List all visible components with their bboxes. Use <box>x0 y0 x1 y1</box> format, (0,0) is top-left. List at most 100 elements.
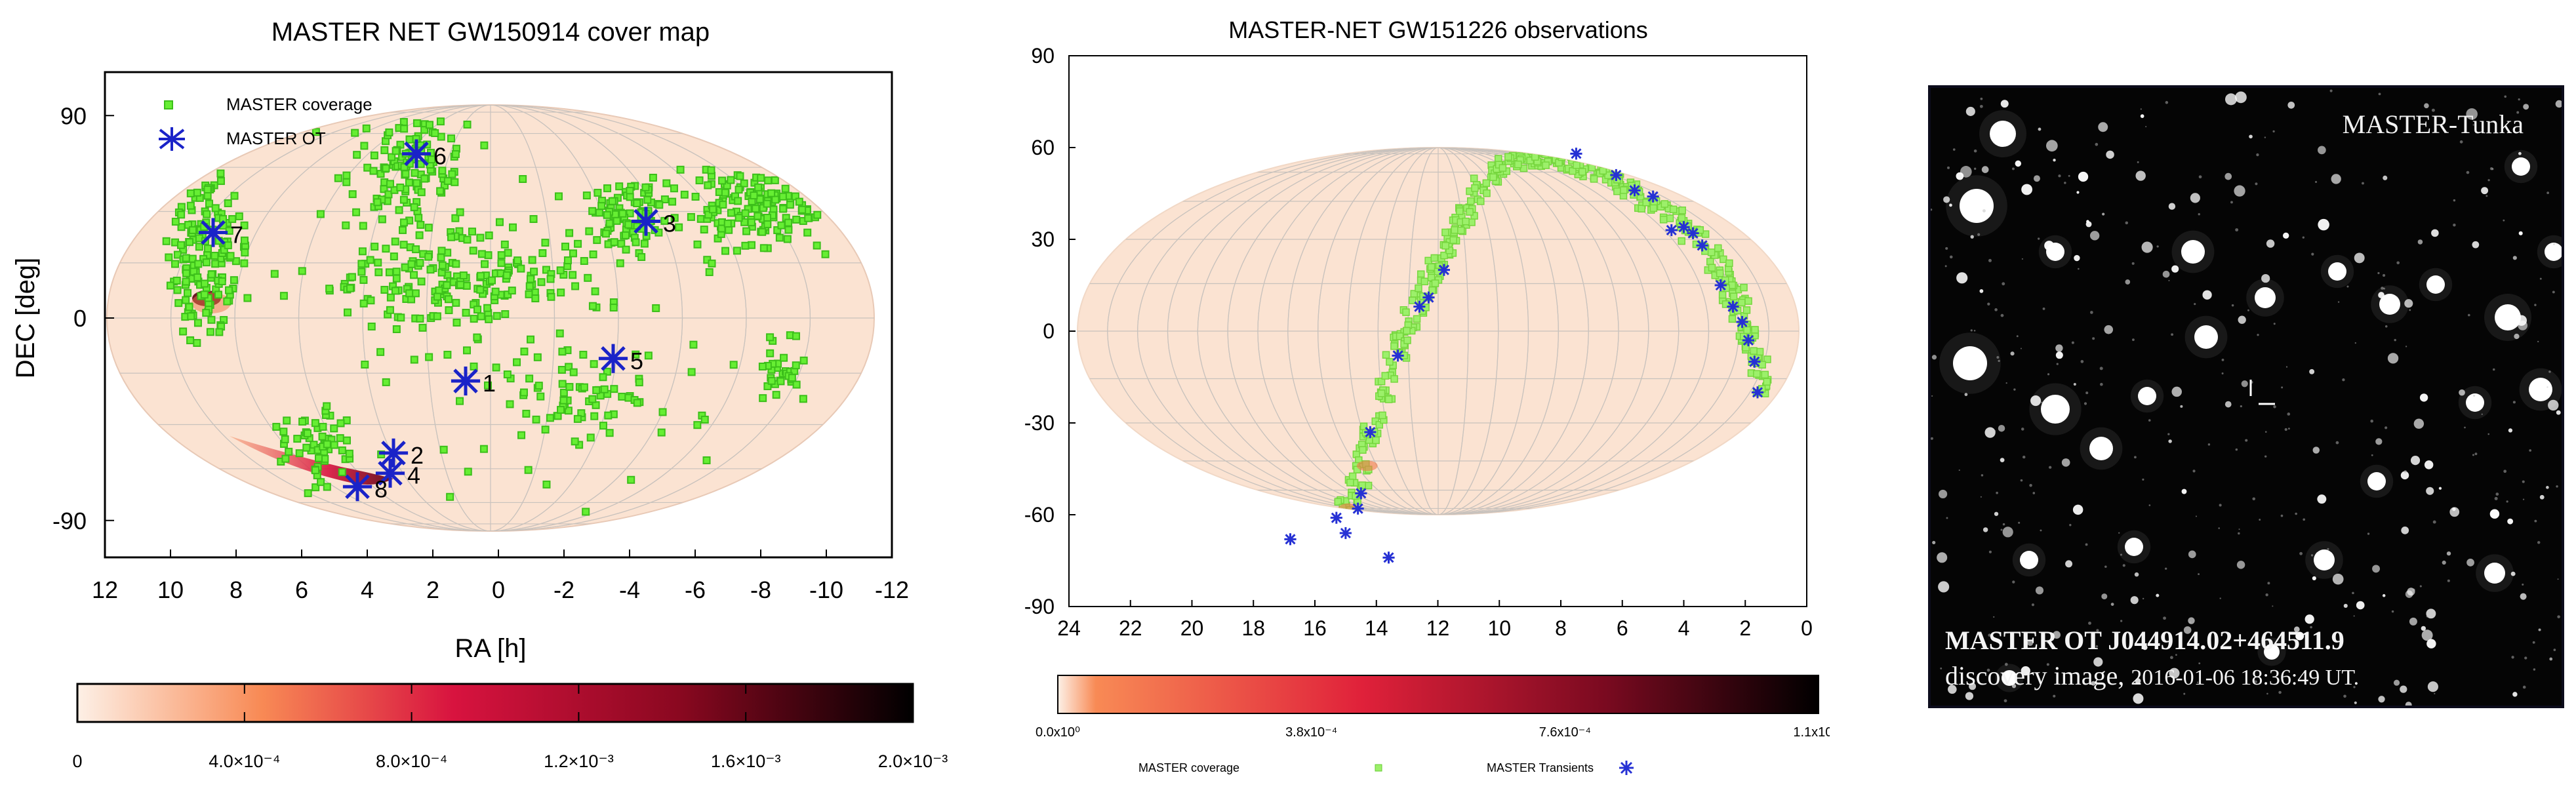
coverage-marker <box>211 260 220 268</box>
coverage-marker <box>542 480 551 489</box>
faint-star <box>2189 621 2192 624</box>
transient-marker <box>1330 511 1342 524</box>
coverage-marker <box>476 271 485 280</box>
coverage-marker <box>371 243 379 251</box>
coverage-marker <box>1620 186 1628 194</box>
faint-star <box>2221 372 2224 374</box>
faint-star <box>2088 622 2091 625</box>
coverage-marker <box>1325 517 1331 524</box>
faint-star <box>2511 656 2514 659</box>
coverage-marker <box>473 333 481 342</box>
coverage-marker <box>517 431 526 439</box>
coverage-marker <box>1242 526 1249 532</box>
star <box>2224 401 2232 408</box>
star-field <box>1931 89 2562 706</box>
coverage-marker <box>680 190 689 199</box>
coverage-marker <box>359 299 368 308</box>
coverage-marker <box>303 429 312 437</box>
star <box>2283 232 2289 239</box>
chart1-xtick-label: 8 <box>230 576 243 603</box>
telescope-label: MASTER-Tunka <box>2342 110 2524 139</box>
coverage-marker <box>1462 217 1470 226</box>
coverage-marker <box>596 391 605 400</box>
coverage-marker <box>451 178 459 186</box>
coverage-marker <box>1386 358 1394 366</box>
star <box>2495 304 2521 330</box>
coverage-marker <box>469 247 477 255</box>
coverage-marker <box>187 312 195 321</box>
coverage-marker <box>380 285 389 294</box>
coverage-marker <box>565 383 574 391</box>
faint-star <box>2003 699 2007 703</box>
coverage-marker <box>420 126 429 134</box>
coverage-marker <box>220 246 228 254</box>
faint-star <box>2557 615 2560 618</box>
star <box>2264 644 2280 660</box>
coverage-marker <box>1323 526 1330 532</box>
faint-star <box>2557 578 2559 580</box>
coverage-marker <box>270 269 279 278</box>
coverage-marker <box>1188 507 1196 515</box>
coverage-marker <box>763 220 772 228</box>
faint-star <box>2552 290 2555 294</box>
coverage-marker <box>193 339 201 348</box>
faint-star <box>2021 258 2023 260</box>
coverage-marker <box>593 236 601 245</box>
faint-star <box>2337 301 2340 303</box>
ot-marker-label: 2 <box>411 442 424 469</box>
coverage-marker <box>558 380 567 388</box>
star <box>2261 273 2270 283</box>
chart1-legend: MASTER coverage MASTER OT <box>159 94 372 151</box>
discovery-image-panel: MASTER-Tunka MASTER OT J044914.02+464511… <box>1928 85 2564 708</box>
star <box>2041 395 2070 424</box>
faint-star <box>2156 245 2159 248</box>
coverage-marker <box>594 188 602 197</box>
coverage-marker <box>1541 150 1549 159</box>
faint-star <box>2553 243 2555 245</box>
chart2-colorbar-label: 7.6x10⁻⁴ <box>1539 725 1591 740</box>
star <box>1939 489 1948 499</box>
faint-star <box>1946 517 1948 519</box>
coverage-marker <box>370 151 378 160</box>
coverage-marker <box>586 433 595 442</box>
chart1-xtick-label: 0 <box>492 576 505 603</box>
faint-star <box>2198 175 2202 179</box>
transient-marker <box>1748 355 1761 368</box>
coverage-marker <box>483 381 492 389</box>
coverage-marker <box>1276 538 1283 544</box>
coverage-marker <box>582 191 591 200</box>
coverage-marker <box>804 214 813 222</box>
coverage-marker <box>821 250 830 258</box>
transient-marker <box>1610 169 1622 182</box>
coverage-marker <box>435 286 443 294</box>
coverage-marker <box>1638 205 1645 213</box>
star <box>2021 666 2030 676</box>
coverage-marker <box>414 214 423 222</box>
star <box>2449 507 2460 517</box>
faint-star <box>2042 307 2045 310</box>
coverage-marker <box>211 204 220 212</box>
coverage-marker <box>633 199 641 207</box>
star <box>2168 439 2172 443</box>
coverage-marker <box>359 222 367 230</box>
coverage-marker <box>571 437 579 446</box>
coverage-marker <box>1238 517 1244 523</box>
faint-star <box>2037 237 2040 240</box>
coverage-marker <box>740 179 748 188</box>
coverage-marker <box>504 290 512 299</box>
coverage-marker <box>1537 148 1545 152</box>
coverage-marker <box>451 150 460 159</box>
faint-star <box>2377 271 2380 275</box>
coverage-marker <box>485 315 493 323</box>
star <box>2354 701 2357 704</box>
coverage-marker <box>367 296 375 305</box>
coverage-marker <box>241 249 249 257</box>
coverage-marker <box>605 219 614 228</box>
transient-marker <box>1392 349 1404 362</box>
coverage-marker <box>1504 153 1512 161</box>
coverage-marker <box>750 191 758 200</box>
coverage-marker <box>279 428 288 436</box>
faint-star <box>2171 333 2174 336</box>
star <box>2466 558 2474 567</box>
faint-star <box>2256 153 2259 157</box>
